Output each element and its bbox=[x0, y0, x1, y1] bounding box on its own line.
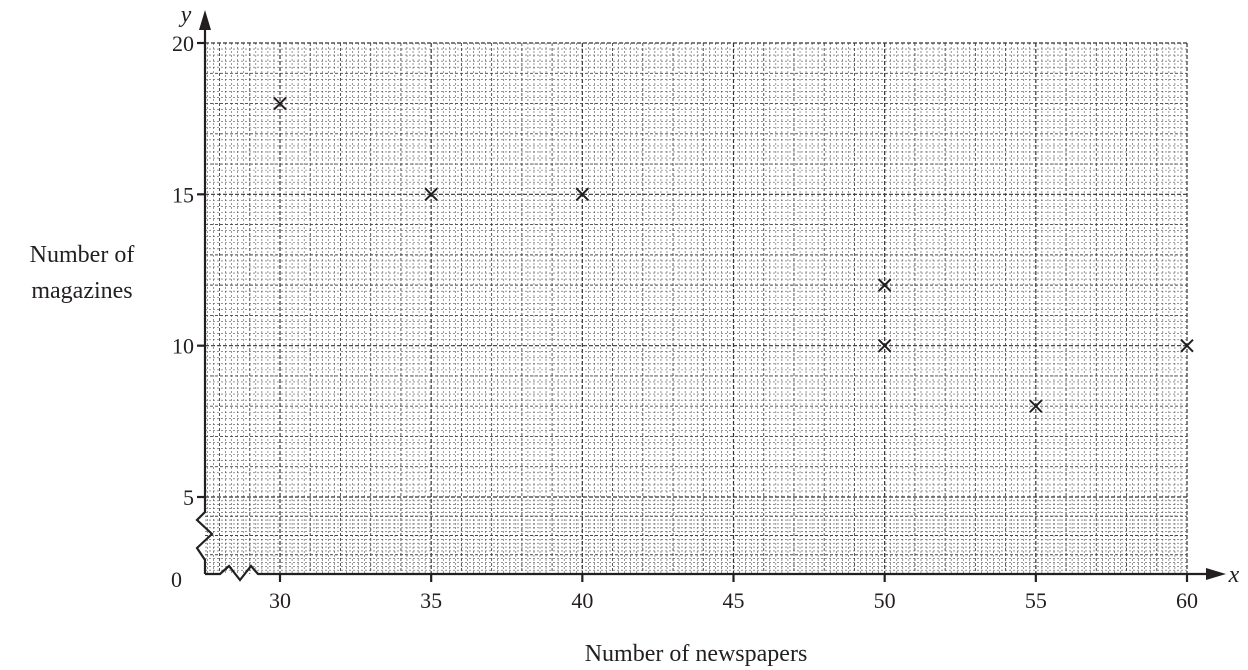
data-point bbox=[1029, 399, 1043, 413]
data-point bbox=[575, 187, 590, 202]
x-tick-label: 30 bbox=[269, 588, 291, 613]
origin-label: 0 bbox=[171, 567, 182, 592]
y-tick-label: 15 bbox=[172, 182, 194, 207]
x-axis-symbol: x bbox=[1228, 562, 1240, 588]
data-point bbox=[877, 338, 892, 353]
y-tick-label: 20 bbox=[172, 31, 194, 56]
y-tick-label: 5 bbox=[183, 485, 194, 510]
y-axis-title-line-2: magazines bbox=[31, 278, 132, 304]
data-point bbox=[273, 96, 287, 111]
tick-labels: 30 35 40 45 50 55 60 5 10 15 20 bbox=[172, 31, 1198, 613]
data-point bbox=[877, 278, 892, 292]
data-point bbox=[1180, 338, 1194, 353]
data-point-stroke bbox=[877, 278, 892, 292]
data-point-stroke bbox=[1029, 399, 1043, 413]
x-axis-line bbox=[205, 564, 1210, 582]
y-tick-label: 10 bbox=[172, 334, 194, 359]
y-axis-symbol: y bbox=[179, 2, 192, 28]
y-axis-arrow bbox=[199, 10, 211, 30]
grid bbox=[205, 42, 1188, 574]
x-tick-label: 35 bbox=[420, 588, 442, 613]
x-tick-label: 55 bbox=[1025, 588, 1047, 613]
data-point-stroke bbox=[273, 96, 287, 111]
axes bbox=[195, 10, 1226, 582]
x-tick-label: 60 bbox=[1176, 588, 1198, 613]
y-axis-title-line-1: Number of bbox=[30, 242, 135, 268]
x-axis-arrow bbox=[1206, 568, 1226, 580]
x-tick-label: 40 bbox=[571, 588, 593, 613]
data-point bbox=[424, 187, 438, 202]
data-point-stroke bbox=[575, 187, 590, 202]
data-point-stroke bbox=[1180, 338, 1194, 353]
x-tick-label: 45 bbox=[723, 588, 745, 613]
x-axis-title: Number of newspapers bbox=[585, 641, 808, 667]
data-points bbox=[273, 96, 1194, 413]
data-point-stroke bbox=[877, 338, 892, 353]
y-axis-line bbox=[195, 25, 214, 574]
x-tick-label: 50 bbox=[874, 588, 896, 613]
data-point-stroke bbox=[424, 187, 438, 202]
